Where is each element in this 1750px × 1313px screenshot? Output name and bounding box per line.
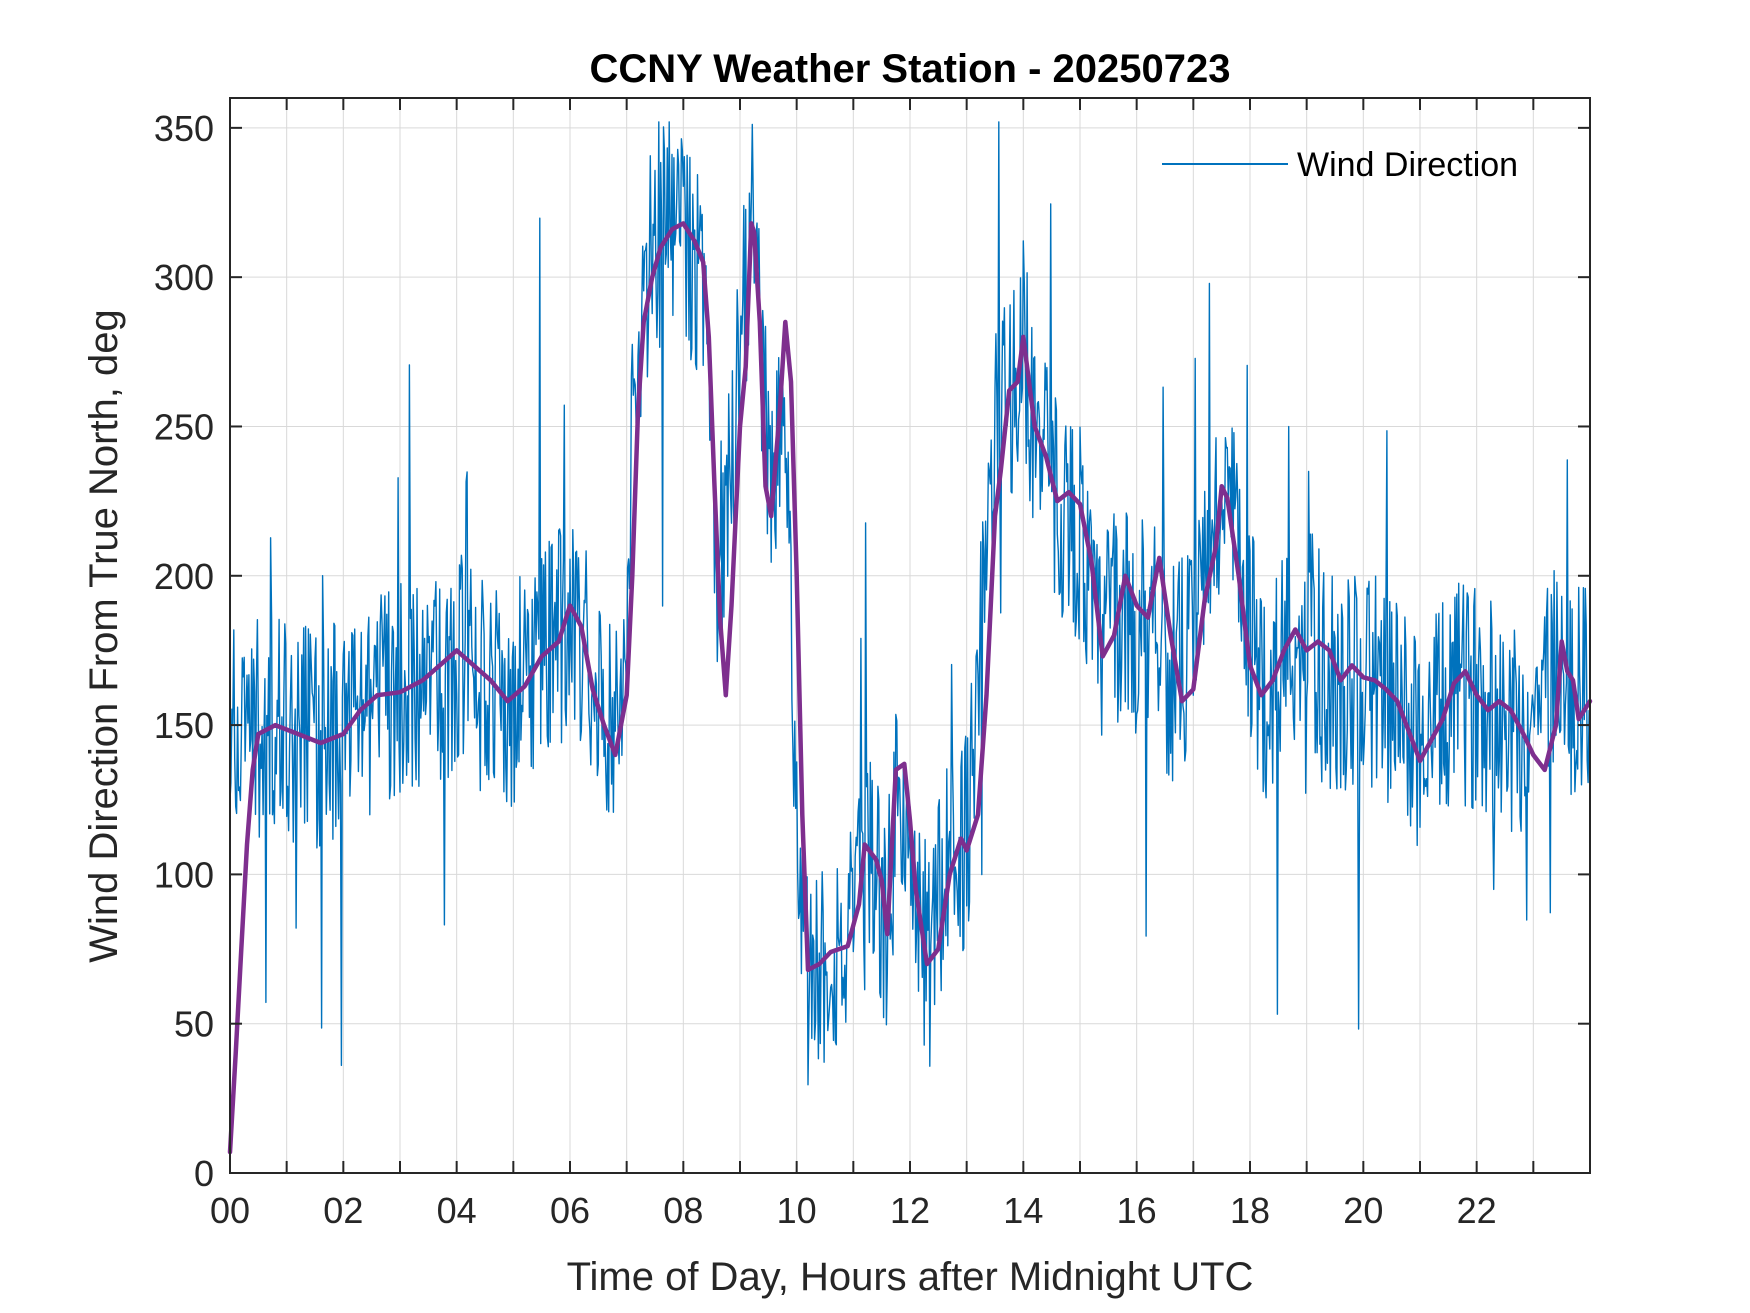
chart-title: CCNY Weather Station - 20250723 [590,47,1231,91]
x-axis-label: Time of Day, Hours after Midnight UTC [567,1255,1254,1299]
x-tick-label: 22 [1457,1190,1497,1231]
x-tick-label: 08 [663,1190,703,1231]
y-tick-label: 250 [154,406,214,447]
y-tick-label: 100 [154,854,214,895]
y-axis-label: Wind Direction From True North, deg [82,309,126,963]
legend-label-wind-direction: Wind Direction [1297,146,1518,184]
y-tick-label: 350 [154,108,214,149]
x-tick-label: 02 [323,1190,363,1231]
x-tick-label: 16 [1117,1190,1157,1231]
x-tick-label: 12 [890,1190,930,1231]
y-tick-label: 0 [194,1153,214,1194]
y-tick-label: 200 [154,556,214,597]
y-tick-label: 50 [174,1004,214,1045]
x-tick-label: 20 [1343,1190,1383,1231]
legend: Wind Direction [1162,146,1518,184]
tick-label-layer: 00 02 04 06 08 10 12 14 16 18 20 22 0 50 100 150 200 250 3… [154,108,1497,1231]
y-tick-label: 150 [154,705,214,746]
x-tick-label: 14 [1003,1190,1043,1231]
y-tick-label: 300 [154,257,214,298]
series-layer [227,121,1593,1155]
x-tick-label: 04 [437,1190,477,1231]
x-tick-label: 06 [550,1190,590,1231]
x-tick-label: 10 [777,1190,817,1231]
series-moving-average-line [227,221,1593,1155]
x-tick-label: 18 [1230,1190,1270,1231]
x-tick-label: 00 [210,1190,250,1231]
tick-layer [229,98,1590,1174]
